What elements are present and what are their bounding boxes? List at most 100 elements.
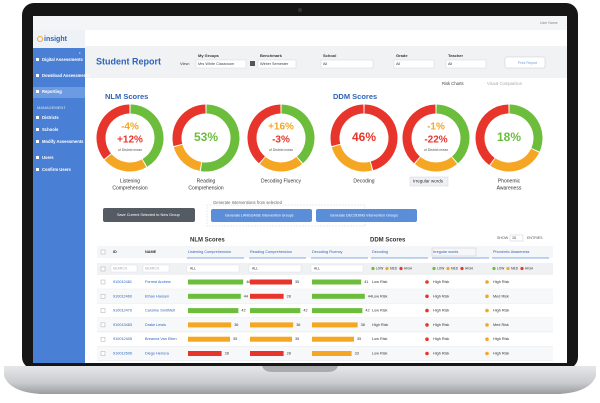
column-header: Phonemic Awareness: [493, 250, 530, 254]
donut-label: Awareness: [497, 185, 522, 191]
donut-label: Phonemic: [498, 178, 521, 184]
section-title: DDM Scores: [333, 92, 377, 101]
score-value: 35: [295, 337, 299, 341]
score-value: 36: [296, 323, 300, 327]
decoding-button[interactable]: [316, 209, 417, 222]
row-checkbox[interactable]: [100, 337, 106, 342]
donut-label: Comprehension: [188, 185, 224, 191]
ring-segment: [259, 156, 303, 172]
nav-item: Schools: [42, 127, 59, 132]
row-checkbox[interactable]: [100, 279, 106, 285]
checkbox[interactable]: [100, 266, 106, 272]
level-radio[interactable]: [520, 266, 524, 271]
level-radio[interactable]: [460, 266, 464, 271]
ring-segment: [104, 153, 147, 172]
ring-segment: [475, 104, 509, 166]
risk-text: High Risk: [433, 280, 449, 284]
level-radio[interactable]: [371, 266, 375, 271]
risk-text: High Risk: [433, 337, 449, 341]
score-value: 42: [241, 309, 245, 313]
nav-item: Users: [42, 155, 54, 160]
level-radio[interactable]: [506, 266, 510, 271]
ring-segment: [173, 144, 202, 171]
ring-segment: [247, 104, 281, 164]
print-button[interactable]: [504, 56, 546, 69]
risk-text: High Risk: [433, 309, 449, 313]
ring-segment: [436, 104, 470, 164]
score-value: 44: [368, 294, 372, 298]
all-select[interactable]: [186, 264, 240, 273]
table-title: DDM Scores: [370, 238, 406, 244]
level-radio[interactable]: [432, 266, 436, 271]
row-checkbox[interactable]: [100, 294, 106, 299]
print-label: Print Report: [518, 61, 537, 65]
student-name: Caroline Smithfelt: [145, 309, 176, 313]
checkbox[interactable]: [100, 249, 106, 255]
column-header: Irregular words: [433, 250, 458, 254]
nav-icon: [36, 58, 39, 61]
all-select[interactable]: [248, 264, 302, 273]
score-bar: [188, 322, 232, 328]
donut-label: Decoding Fluency: [261, 178, 302, 184]
nav-icon: [36, 90, 39, 93]
row-checkbox[interactable]: [100, 351, 106, 356]
ring-segment: [330, 104, 364, 147]
student-id: 910012460: [113, 294, 132, 298]
filter-value: Winter Semester: [260, 62, 289, 66]
filter-select[interactable]: [320, 59, 374, 69]
save-button[interactable]: [103, 208, 195, 222]
row-checkbox[interactable]: [100, 322, 106, 328]
show-label: SHOW: [497, 236, 509, 240]
language-label: Generate LANGUAGE Intervention Groups: [225, 213, 294, 217]
screen: insight User Name ‹Digital Assessments Down…: [33, 16, 567, 363]
row-checkbox[interactable]: [100, 308, 106, 313]
nav-icon: [36, 156, 39, 159]
filter-select[interactable]: [445, 59, 487, 69]
nav-icon: [36, 140, 39, 143]
irregular-dropdown[interactable]: [431, 247, 477, 257]
filter-select[interactable]: [257, 59, 297, 69]
level-label: MED: [511, 266, 519, 270]
nav-item: Reporting: [42, 89, 62, 94]
level-radio[interactable]: [385, 266, 389, 271]
nav-icon: [36, 116, 39, 119]
level-radio[interactable]: [399, 266, 403, 271]
filter-value: All: [448, 62, 452, 66]
search-box[interactable]: [110, 264, 138, 273]
logo-area: [33, 30, 85, 48]
ring-segment: [402, 104, 436, 164]
risk-text: High Risk: [433, 323, 449, 327]
donut-label: Comprehension: [112, 185, 148, 191]
toggle: Risk Charts: [442, 81, 464, 86]
donut-note: of District mean: [269, 148, 293, 152]
donut-select[interactable]: [409, 176, 449, 187]
donut-diff: -4%: [121, 122, 139, 133]
nav-item: Districts: [42, 115, 59, 120]
score-bar: [188, 293, 241, 299]
filter-select[interactable]: [195, 59, 247, 69]
language-button[interactable]: [211, 209, 312, 222]
search-box[interactable]: [142, 264, 170, 273]
risk-dot: [485, 280, 489, 284]
all-select[interactable]: [310, 264, 364, 273]
score-bar: [250, 308, 301, 314]
filter-select[interactable]: [393, 59, 435, 69]
logo: insight: [44, 36, 68, 43]
filter-label: Grade: [396, 53, 408, 58]
level-radio[interactable]: [492, 266, 496, 271]
score-value: 38: [361, 323, 365, 327]
risk-text: Low Risk: [372, 352, 388, 356]
level-radio[interactable]: [446, 266, 450, 271]
student-id: 910012481: [113, 280, 132, 284]
student-id: 910013483: [113, 323, 132, 327]
donut-label: Decoding: [353, 178, 374, 184]
risk-text: Med Risk: [493, 294, 509, 298]
entries-select[interactable]: [509, 234, 524, 242]
score-value: 35: [233, 337, 237, 341]
collapse: ‹: [79, 50, 81, 56]
donut-diff: +16%: [268, 122, 294, 133]
column-header: Reading Comprehension: [250, 250, 292, 254]
nav-item: Confirm Users: [42, 167, 72, 172]
student-name: Forrest Andrew: [145, 280, 171, 284]
